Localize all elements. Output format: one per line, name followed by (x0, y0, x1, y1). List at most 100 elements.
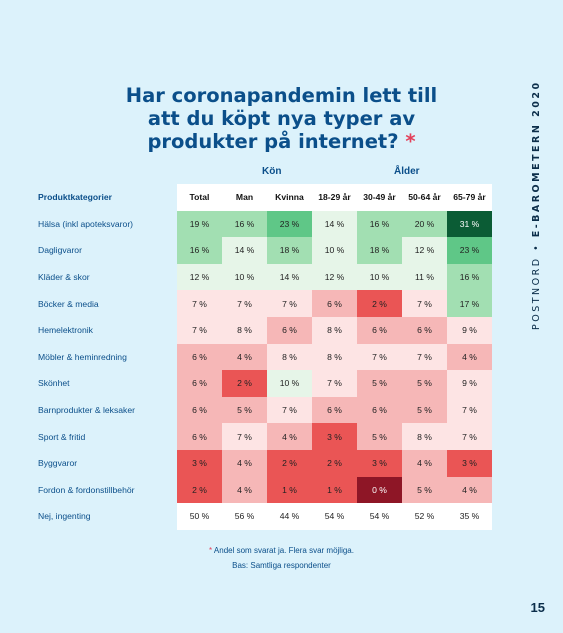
row-label: Kläder & skor (38, 272, 90, 283)
table-cell: 3 % (357, 449, 402, 477)
table-cell: 16 % (222, 210, 267, 238)
row-label: Dagligvaror (38, 245, 82, 256)
side-brand: POSTNORD (531, 256, 542, 330)
column-header-18-29: 18-29 år (312, 184, 357, 211)
category-column-header: Produktkategorier (38, 192, 113, 203)
column-header-30-49: 30-49 år (357, 184, 402, 211)
side-brand-text: POSTNORD • E-BAROMETERN 2020 (531, 80, 542, 330)
table-cell: 9 % (447, 370, 492, 397)
table-cell: 5 % (402, 476, 447, 504)
table-cell: 6 % (177, 370, 222, 397)
table-row: Fordon & fordonstillbehör 2 % 4 % 1 % 1 % 0 %… (30, 476, 492, 504)
table-cell: 10 % (357, 263, 402, 291)
table-row: Kläder & skor 12 % 10 % 14 % 12 % 10 % 11 % 16 … (30, 263, 492, 291)
table-row: Nej, ingenting 50 % 56 % 44 % 54 % 54 % 52 % 35… (30, 503, 492, 530)
table-cell: 18 % (357, 237, 402, 264)
table-cell: 7 % (267, 396, 312, 424)
table-cell: 8 % (402, 423, 447, 450)
row-label: Byggvaror (38, 458, 78, 469)
footnote-asterisk: * (209, 546, 213, 555)
table-cell: 5 % (222, 396, 267, 424)
heatmap-table: Produktkategorier Total Man Kvinna 18-29… (30, 184, 492, 530)
table-row: Byggvaror 3 % 4 % 2 % 2 % 3 % 4 % 3 % (30, 449, 492, 477)
table-cell: 6 % (177, 396, 222, 424)
column-header-total: Total (177, 184, 222, 211)
table-cell: 11 % (402, 263, 447, 291)
table-cell: 52 % (402, 503, 447, 530)
table-cell: 20 % (402, 210, 447, 238)
table-cell: 16 % (357, 210, 402, 238)
table-cell: 4 % (447, 476, 492, 504)
column-header-kvinna: Kvinna (267, 184, 312, 211)
table-cell: 23 % (267, 210, 312, 238)
footnote-text: Andel som svarat ja. Flera svar möjliga. (213, 546, 354, 555)
table-cell: 31 % (447, 210, 492, 238)
row-label: Barnprodukter & leksaker (38, 405, 135, 416)
table-cell: 4 % (447, 343, 492, 371)
group-label-gender: Kön (262, 166, 282, 177)
table-cell: 14 % (312, 210, 357, 238)
table-cell: 2 % (177, 476, 222, 504)
row-label: Böcker & media (38, 298, 99, 309)
footnote-note: * Andel som svarat ja. Flera svar möjlig… (0, 546, 563, 555)
table-cell: 1 % (312, 476, 357, 504)
table-cell: 10 % (312, 237, 357, 264)
table-cell: 9 % (447, 316, 492, 344)
table-cell: 5 % (402, 370, 447, 397)
table-cell: 6 % (267, 316, 312, 344)
table-cell: 6 % (312, 290, 357, 317)
column-header-man: Man (222, 184, 267, 211)
table-cell: 7 % (267, 290, 312, 317)
table-cell: 4 % (402, 449, 447, 477)
table-cell: 8 % (312, 316, 357, 344)
table-cell: 6 % (357, 396, 402, 424)
page-title: Har coronapandemin lett till att du köpt… (0, 84, 563, 153)
row-label: Hälsa (inkl apoteksvaror) (38, 218, 134, 229)
table-cell: 35 % (447, 503, 492, 530)
table-cell: 2 % (222, 370, 267, 397)
table-cell: 17 % (447, 290, 492, 317)
table-header-row: Produktkategorier Total Man Kvinna 18-29… (30, 184, 492, 211)
table-cell: 5 % (402, 396, 447, 424)
table-cell: 54 % (312, 503, 357, 530)
footnote-base: Bas: Samtliga respondenter (232, 561, 331, 570)
table-cell: 6 % (177, 343, 222, 371)
title-line-3-text: produkter på internet? (147, 130, 399, 153)
side-separator: • (531, 242, 542, 251)
table-cell: 4 % (222, 343, 267, 371)
table-row: Möbler & heminredning 6 % 4 % 8 % 8 % 7 % 7 % 4… (30, 343, 492, 371)
table-cell: 3 % (177, 449, 222, 477)
table-cell: 8 % (267, 343, 312, 371)
table-cell: 7 % (222, 290, 267, 317)
table-cell: 7 % (402, 343, 447, 371)
table-cell: 44 % (267, 503, 312, 530)
table-row: Hälsa (inkl apoteksvaror) 19 % 16 % 23 % 14 … (30, 210, 492, 238)
table-body: Hälsa (inkl apoteksvaror) 19 % 16 % 23 % 14 … (30, 210, 492, 530)
group-label-age: Ålder (394, 166, 420, 177)
table-cell: 6 % (402, 316, 447, 344)
table-cell: 7 % (447, 396, 492, 424)
row-label: Hemelektronik (38, 325, 93, 336)
table-cell: 1 % (267, 476, 312, 504)
table-row: Sport & fritid 6 % 7 % 4 % 3 % 5 % 8 % 7 % (30, 423, 492, 450)
table-cell: 16 % (447, 263, 492, 291)
title-line-1: Har coronapandemin lett till (125, 84, 438, 107)
table-cell: 23 % (447, 237, 492, 264)
table-cell: 4 % (222, 476, 267, 504)
column-header-65-79: 65-79 år (447, 184, 492, 211)
column-header-50-64: 50-64 år (402, 184, 447, 211)
table-row: Dagligvaror 16 % 14 % 18 % 10 % 18 % 12 % 23 % (30, 237, 492, 264)
table-row: Skönhet 6 % 2 % 10 % 7 % 5 % 5 % 9 % (30, 370, 492, 397)
table-cell: 2 % (357, 290, 402, 317)
title-asterisk: * (405, 130, 416, 153)
table-cell: 2 % (267, 449, 312, 477)
page-number: 15 (530, 600, 545, 615)
table-cell: 4 % (222, 449, 267, 477)
table-cell: 6 % (177, 423, 222, 450)
table-cell: 56 % (222, 503, 267, 530)
row-label: Skönhet (38, 378, 70, 389)
table-cell: 12 % (177, 263, 222, 291)
table-cell: 7 % (222, 423, 267, 450)
table-cell: 7 % (177, 290, 222, 317)
table-cell: 8 % (222, 316, 267, 344)
